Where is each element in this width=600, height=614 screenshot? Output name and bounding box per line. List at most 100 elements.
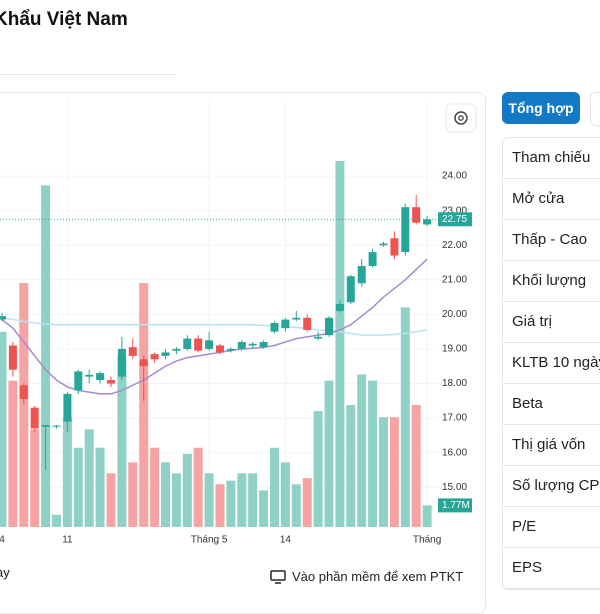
candle-body — [30, 407, 39, 429]
table-row: Mở cửa — [503, 179, 600, 220]
volume-bar — [215, 484, 225, 527]
volume-bar — [357, 374, 367, 527]
last-price-label: 22.75 — [442, 214, 467, 225]
volume-bar — [139, 283, 149, 527]
candle-body — [346, 276, 355, 303]
candle-body — [216, 345, 224, 353]
table-row: Beta — [503, 384, 600, 425]
footer-text: ày — [0, 565, 10, 580]
candle-body — [41, 425, 50, 427]
volume-bar — [84, 429, 94, 527]
last-price-box — [438, 212, 472, 227]
volume-bar — [270, 447, 279, 527]
candle-body — [117, 348, 126, 377]
candle-body — [368, 252, 377, 266]
table-row: Thị giá vốn — [503, 425, 600, 466]
candle-body — [107, 380, 115, 384]
candle-body — [401, 207, 410, 253]
candle-body — [74, 371, 83, 391]
candle-body — [270, 323, 279, 332]
table-row: EPS — [503, 548, 600, 589]
volume-bar — [237, 473, 247, 527]
candle-body — [194, 338, 203, 351]
candle-body — [314, 336, 323, 339]
candle-body — [379, 243, 388, 246]
y-tick-label: 21.00 — [442, 274, 467, 285]
candle-body — [237, 342, 246, 349]
y-tick-label: 19.00 — [442, 344, 467, 355]
volume-bar — [411, 405, 421, 527]
candle-body — [390, 238, 399, 256]
volume-bar — [335, 161, 345, 527]
volume-bar — [259, 490, 269, 527]
volume-bar — [400, 307, 410, 527]
volume-bar — [8, 380, 18, 527]
chart: 15.00 16.00 17.00 18.00 19.00 20.00 21.00 22.00… — [0, 100, 477, 546]
volume-bar — [161, 462, 170, 527]
candle-body — [412, 207, 421, 223]
y-tick-label: 23.00 — [442, 205, 467, 216]
tab[interactable]: Tổng hợp — [502, 92, 580, 124]
volume-bar — [193, 447, 203, 527]
volume-bar — [182, 453, 192, 527]
volume-bar — [389, 417, 399, 527]
volume-bar — [280, 462, 290, 527]
volume-bar — [0, 331, 7, 527]
volume-bar — [30, 429, 40, 527]
candle-body — [85, 374, 94, 377]
volume-bar — [171, 473, 181, 527]
volume-bar — [41, 185, 51, 527]
link-text[interactable]: Vào phần mềm để xem PTKT — [292, 569, 464, 584]
candle-body — [150, 354, 159, 360]
volume-bar — [73, 447, 83, 527]
volume-bar — [313, 411, 323, 527]
candle-body — [128, 347, 137, 356]
tab[interactable] — [590, 92, 600, 126]
candle-body — [172, 348, 181, 351]
candle-body — [96, 373, 105, 381]
candle-body — [281, 319, 290, 329]
candle-body — [0, 316, 6, 320]
candle-body — [292, 317, 301, 320]
volume-bar — [291, 484, 301, 527]
info-table: Tham chiếu Mở cửa Thấp - Cao Khối lượng Giá … — [502, 137, 600, 590]
volume-bar — [204, 473, 214, 527]
volume-bar — [117, 356, 127, 527]
candle-body — [226, 348, 235, 351]
candle-body — [8, 345, 17, 370]
candle-body — [183, 338, 192, 349]
table-row: KLTB 10 ngày — [503, 343, 600, 384]
volume-bar — [302, 478, 312, 527]
ma-long-line — [1, 317, 428, 336]
y-tick-label: 22.00 — [442, 240, 467, 251]
candle-body — [357, 265, 366, 284]
volume-bar — [248, 473, 258, 527]
volume-bar — [226, 480, 236, 527]
plot: 15.00 16.00 17.00 18.00 19.00 20.00 21.00 22.00… — [0, 100, 472, 546]
table-row: Thấp - Cao — [503, 220, 600, 261]
volume-label-box — [438, 498, 472, 513]
page: {"header":{"title":"Khẩu Việt Nam"}, "ch… — [0, 9, 600, 614]
volume-bar — [95, 447, 105, 527]
x-tick-label: 4 — [0, 535, 5, 546]
divider — [0, 74, 176, 75]
volume-label: 1.77M — [442, 500, 470, 511]
candle-body — [19, 385, 28, 400]
candle-body — [139, 359, 148, 367]
table-row: Khối lượng — [503, 261, 600, 302]
x-tick-label: 14 — [280, 535, 292, 546]
table-row: Tham chiếu — [503, 138, 600, 179]
candle-body — [423, 219, 432, 225]
y-tick-label: 20.00 — [442, 309, 467, 320]
volume-bar — [19, 283, 29, 527]
settings-icon[interactable] — [445, 103, 477, 133]
x-tick-label: 11 — [62, 535, 73, 546]
candle-body — [63, 393, 72, 422]
candle-body — [161, 352, 170, 356]
table-row: P/E — [503, 507, 600, 548]
candle-body — [205, 340, 214, 349]
volume-bar — [62, 417, 72, 527]
footer-link[interactable]: Vào phần mềm để xem PTKT — [270, 569, 463, 584]
y-tick-label: 15.00 — [442, 482, 467, 493]
volume-bar — [324, 380, 334, 527]
